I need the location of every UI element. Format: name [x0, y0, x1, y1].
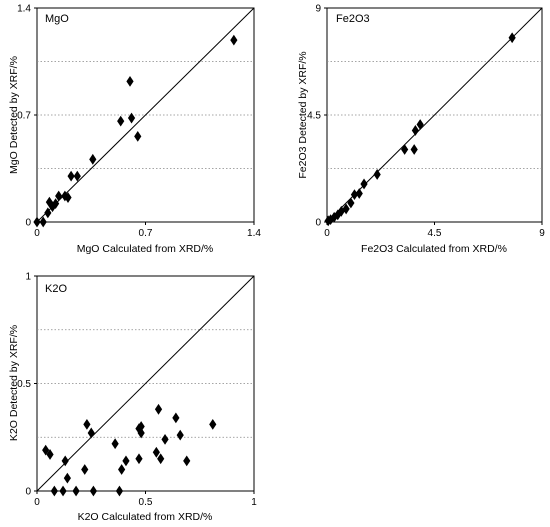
y-tick-label: 0 — [315, 218, 321, 229]
data-point — [411, 125, 419, 136]
data-point — [55, 190, 63, 202]
x-tick-label: 0 — [34, 497, 40, 508]
data-point — [89, 153, 97, 165]
data-point — [89, 485, 98, 497]
x-tick-label: 0 — [34, 228, 40, 239]
chart-fe2o3: Fe2O3 Fe2O3 Calculated from XRD/% Fe2O3 … — [297, 4, 545, 256]
data-point — [64, 192, 72, 203]
data-point — [118, 464, 126, 475]
y-tick-label: 0.7 — [17, 111, 31, 122]
data-point — [176, 429, 184, 441]
chart-mgo: MgO MgO Calculated from XRD/% MgO Detect… — [8, 4, 261, 256]
data-point — [137, 427, 145, 439]
chart-title: Fe2O3 — [336, 13, 370, 25]
y-axis-label: Fe2O3 Detected by XRF/% — [297, 51, 309, 178]
data-point — [152, 446, 160, 458]
data-point — [33, 216, 41, 228]
data-point — [81, 464, 89, 475]
x-tick-label: 9 — [539, 228, 545, 239]
y-tick-label: 1.4 — [17, 4, 31, 15]
data-point — [46, 449, 54, 460]
data-point — [161, 434, 169, 445]
data-point — [230, 34, 238, 46]
x-tick-label: 1.4 — [247, 228, 261, 239]
x-tick-label: 0 — [324, 228, 330, 239]
data-point — [183, 455, 191, 467]
data-point — [134, 131, 142, 142]
y-tick-label: 4.5 — [307, 111, 321, 122]
y-tick-label: 1 — [25, 272, 31, 283]
data-point — [135, 453, 143, 465]
x-axis-label: Fe2O3 Calculated from XRD/% — [361, 243, 507, 255]
data-point — [87, 427, 95, 439]
data-point — [72, 485, 80, 497]
data-point — [67, 170, 75, 182]
x-tick-label: 0.5 — [139, 497, 153, 508]
data-point — [42, 444, 50, 456]
y-axis-label: K2O Detected by XRF/% — [8, 325, 20, 441]
data-point — [355, 188, 363, 199]
data-point — [61, 190, 69, 202]
x-tick-label: 0.7 — [139, 228, 153, 239]
data-point — [209, 418, 217, 430]
data-point — [410, 144, 418, 155]
reference-line — [36, 7, 255, 223]
reference-line — [36, 275, 255, 492]
data-point — [63, 472, 71, 484]
data-point — [115, 485, 124, 497]
data-point — [350, 189, 359, 201]
x-tick-label: 4.5 — [428, 228, 442, 239]
data-point — [172, 412, 180, 424]
data-point — [126, 75, 134, 87]
y-tick-label: 0 — [25, 218, 31, 229]
data-point — [44, 207, 52, 219]
x-tick-label: 1 — [251, 497, 257, 508]
x-axis-label: K2O Calculated from XRD/% — [78, 511, 213, 523]
data-point — [347, 197, 355, 209]
x-axis-label: MgO Calculated from XRD/% — [77, 243, 214, 255]
data-point — [360, 178, 368, 190]
data-point — [127, 112, 136, 124]
data-point — [111, 438, 119, 450]
data-point — [61, 455, 69, 467]
data-point — [52, 198, 60, 210]
data-point — [330, 211, 338, 223]
y-tick-label: 9 — [315, 4, 321, 15]
data-point — [342, 203, 350, 215]
data-point — [337, 205, 345, 217]
data-point — [154, 403, 163, 415]
data-point — [73, 170, 81, 182]
chart-k2o: K2O K2O Calculated from XRD/% K2O Detect… — [8, 272, 257, 524]
data-point — [50, 485, 58, 497]
data-point — [137, 421, 145, 432]
y-axis-label: MgO Detected by XRF/% — [8, 56, 20, 174]
data-point — [157, 453, 165, 465]
data-point — [39, 216, 47, 228]
y-tick-label: 0 — [25, 487, 31, 498]
data-point — [373, 169, 381, 180]
data-point — [401, 144, 409, 155]
data-point — [416, 119, 424, 130]
data-point — [508, 32, 516, 44]
chart-title: K2O — [45, 283, 67, 295]
data-point — [59, 485, 67, 497]
chart-title: MgO — [45, 13, 69, 25]
data-point — [83, 418, 91, 430]
y-tick-label: 0.5 — [17, 379, 31, 390]
data-point — [122, 455, 130, 467]
data-point — [117, 115, 125, 127]
